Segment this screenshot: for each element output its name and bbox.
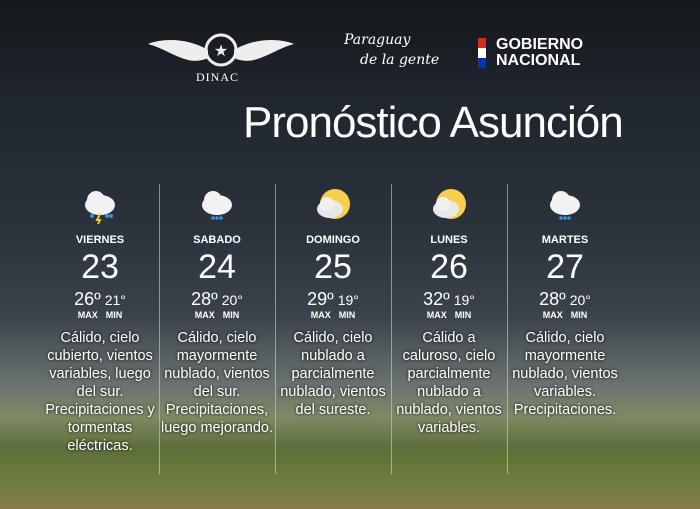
column-divider [391, 184, 392, 474]
cloud-rain-icon [507, 184, 623, 224]
min-temp: 20° [569, 292, 591, 308]
min-label: MIN [105, 310, 123, 320]
day-date: 23 [81, 248, 119, 286]
forecast-day: LUNES 26 32º 19° MAX MIN Cálido a caluroso… [391, 184, 507, 437]
max-label: MAX [542, 310, 563, 320]
min-temp: 19° [337, 292, 359, 308]
column-divider [275, 184, 276, 474]
day-date: 26 [430, 248, 468, 286]
forecast-description: Cálido, cielo mayormente nublado, viento… [512, 330, 618, 418]
page-title: Pronóstico Asunción [243, 98, 624, 147]
day-name: DOMINGO [306, 234, 360, 246]
max-label: MAX [77, 310, 98, 320]
max-temp: 29º [307, 289, 334, 309]
dinac-logo: ★ [148, 33, 294, 67]
min-label: MIN [454, 310, 472, 320]
min-temp: 19° [453, 292, 475, 308]
day-date: 24 [198, 248, 236, 286]
partly-cloudy-icon [275, 184, 391, 224]
day-name: SABADO [193, 234, 241, 246]
svg-text:★: ★ [214, 43, 228, 60]
cloud-rain-lightning-icon [42, 184, 158, 224]
paraguay-slogan: Paraguay de la gente [344, 32, 440, 68]
forecast-day: SABADO 24 28º 20° MAX MIN Cálido, cielo ma… [159, 184, 275, 437]
forecast-description: Cálido, cielo cubierto, vientos variable… [45, 330, 155, 454]
forecast-description: Cálido, cielo nublado a parcialmente nub… [280, 330, 386, 418]
max-temp: 32º [423, 289, 450, 309]
max-label: MAX [310, 310, 331, 320]
day-name: MARTES [541, 234, 589, 246]
forecast-day: MARTES 27 28º 20° MAX MIN Cálido, cielo ma… [507, 184, 623, 419]
day-date: 25 [314, 248, 352, 286]
max-label: MAX [194, 310, 215, 320]
forecast-day: VIERNES 23 26º 21° MAX MIN Cálido, cielo c… [42, 184, 158, 455]
max-temp: 28º [539, 289, 566, 309]
paraguay-flag-icon [478, 38, 486, 68]
cloud-rain-icon [159, 184, 275, 224]
day-name: LUNES [430, 234, 468, 246]
min-label: MIN [570, 310, 588, 320]
forecast-day: DOMINGO 25 29º 19° MAX MIN Cálido, cielo n… [275, 184, 391, 419]
column-divider [159, 184, 160, 474]
forecast-description: Cálido a caluroso, cielo parcialmente nu… [396, 330, 502, 436]
min-temp: 20° [221, 292, 243, 308]
dinac-text: DINAC [196, 70, 239, 84]
partly-cloudy-icon [391, 184, 507, 224]
day-name: VIERNES [75, 234, 125, 246]
max-temp: 28º [191, 289, 218, 309]
day-date: 27 [546, 248, 584, 286]
gobierno-nacional-logo: GOBIERNO NACIONAL [496, 36, 584, 69]
max-label: MAX [426, 310, 447, 320]
min-temp: 21° [104, 292, 126, 308]
forecast-description: Cálido, cielo mayormente nublado, viento… [160, 330, 274, 436]
column-divider [507, 184, 508, 474]
max-temp: 26º [74, 289, 101, 309]
min-label: MIN [222, 310, 240, 320]
min-label: MIN [338, 310, 356, 320]
